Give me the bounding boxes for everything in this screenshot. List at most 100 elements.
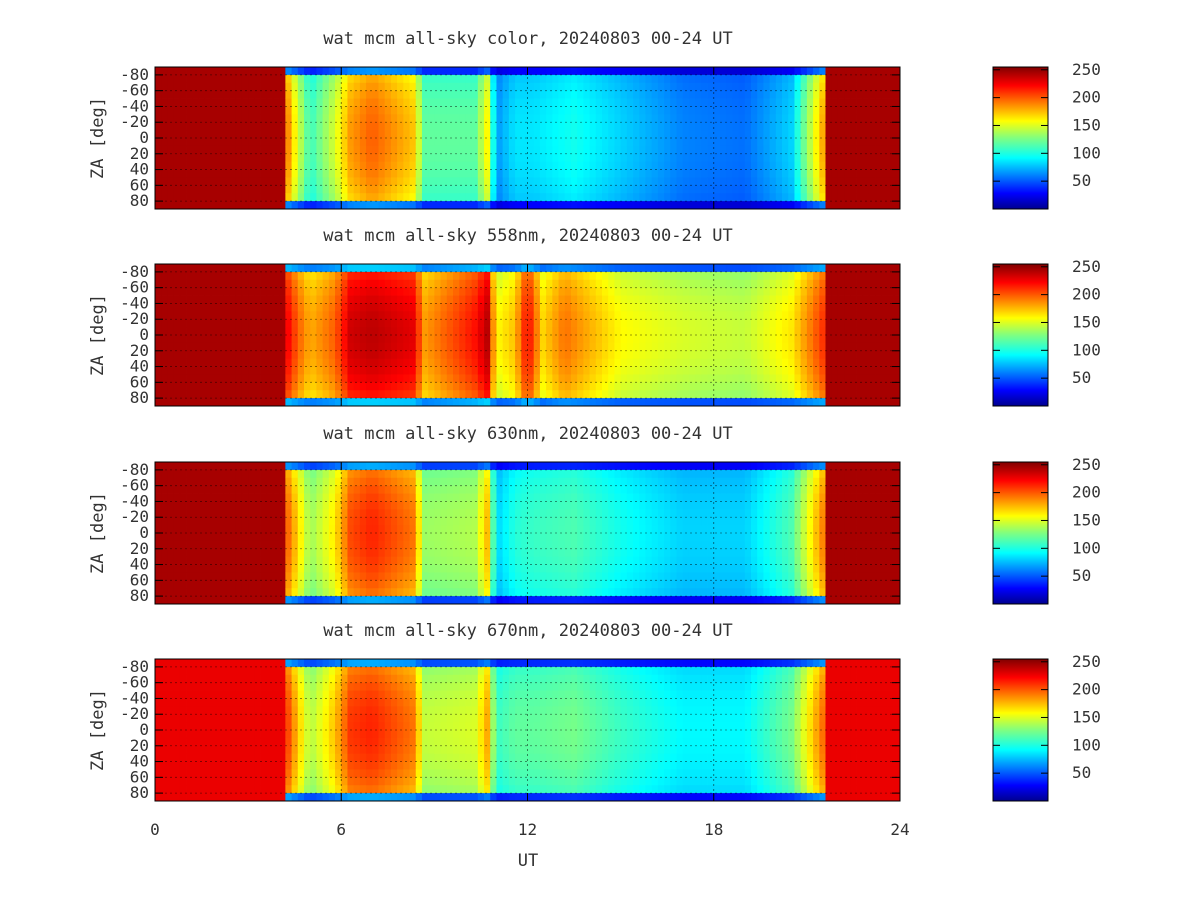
heatmap-cell	[322, 509, 330, 518]
heatmap-cell	[645, 366, 653, 375]
heatmap-cell	[440, 271, 448, 281]
heatmap-cell	[676, 279, 684, 289]
heatmap-cell	[241, 477, 249, 487]
heatmap-cell	[558, 114, 566, 123]
heatmap-cell	[453, 177, 460, 186]
heatmap-cell	[539, 177, 547, 186]
heatmap-cell	[732, 303, 739, 312]
heatmap-cell	[297, 327, 305, 336]
heatmap-cell	[471, 287, 479, 296]
heatmap-cell	[266, 548, 274, 558]
heatmap-cell	[291, 106, 299, 115]
heatmap-cell	[291, 130, 299, 139]
heatmap-cell	[707, 264, 715, 273]
heatmap-cell	[390, 264, 398, 273]
heatmap-cell	[310, 106, 317, 115]
heatmap-cell	[328, 177, 336, 186]
y-tick-label: -80	[120, 65, 149, 84]
heatmap-cell	[831, 350, 839, 360]
heatmap-cell	[341, 264, 348, 273]
heatmap-cell	[316, 548, 324, 558]
heatmap-cell	[229, 287, 237, 296]
heatmap-cell	[726, 279, 733, 289]
heatmap-cell	[198, 169, 206, 178]
heatmap-cell	[235, 122, 243, 131]
heatmap-cell	[881, 319, 888, 328]
heatmap-cell	[155, 525, 162, 534]
heatmap-cell	[713, 327, 721, 336]
heatmap-cell	[713, 382, 721, 391]
heatmap-cell	[248, 82, 255, 92]
heatmap-cell	[602, 327, 609, 336]
heatmap-cell	[757, 98, 764, 107]
heatmap-cell	[378, 130, 386, 139]
heatmap-cell	[316, 303, 324, 312]
heatmap-cell	[415, 161, 423, 170]
heatmap-cell	[415, 327, 423, 336]
heatmap-cell	[769, 287, 777, 296]
heatmap-cell	[459, 90, 466, 99]
heatmap-cell	[291, 469, 299, 479]
heatmap-cell	[167, 201, 175, 210]
y-tick-label: 20	[130, 341, 149, 360]
heatmap-cell	[738, 295, 746, 304]
heatmap-cell	[713, 130, 721, 139]
heatmap-cell	[552, 287, 559, 296]
heatmap-cell	[366, 153, 373, 163]
heatmap-cell	[657, 303, 665, 312]
heatmap-cell	[726, 161, 733, 170]
heatmap-cell	[564, 114, 572, 123]
heatmap-cell	[614, 279, 622, 289]
heatmap-cell	[719, 287, 727, 296]
heatmap-cell	[558, 335, 566, 344]
heatmap-cell	[173, 509, 181, 518]
heatmap-cell	[204, 271, 212, 281]
heatmap-cell	[577, 374, 584, 383]
heatmap-cell	[484, 98, 491, 107]
heatmap-cell	[502, 271, 510, 281]
heatmap-cell	[192, 462, 199, 471]
heatmap-cell	[788, 177, 795, 186]
heatmap-cell	[583, 122, 590, 131]
heatmap-cell	[664, 342, 671, 352]
heatmap-cell	[546, 185, 553, 194]
heatmap-cell	[210, 138, 218, 147]
heatmap-cell	[421, 106, 429, 115]
heatmap-cell	[484, 335, 491, 344]
heatmap-cell	[533, 335, 541, 344]
heatmap-cell	[316, 350, 324, 360]
heatmap-cell	[155, 138, 162, 147]
heatmap-cell	[272, 485, 280, 494]
heatmap-cell	[316, 161, 324, 170]
heatmap-cell	[850, 74, 857, 84]
heatmap-cell	[421, 382, 429, 391]
heatmap-cell	[490, 74, 497, 84]
heatmap-cell	[738, 106, 746, 115]
heatmap-cell	[825, 177, 833, 186]
heatmap-cell	[421, 264, 429, 273]
heatmap-cell	[378, 82, 386, 92]
heatmap-cell	[744, 390, 752, 399]
heatmap-cell	[291, 122, 299, 131]
heatmap-cell	[465, 67, 473, 76]
heatmap-cell	[782, 358, 789, 367]
heatmap-cell	[316, 67, 324, 76]
heatmap-cell	[813, 319, 820, 328]
heatmap-cell	[161, 588, 168, 597]
colorbar-gradient	[992, 66, 1049, 210]
heatmap-cell	[186, 82, 193, 92]
heatmap-cell	[359, 90, 367, 99]
heatmap-cell	[887, 201, 895, 210]
heatmap-cell	[155, 548, 162, 558]
heatmap-cell	[875, 98, 882, 107]
heatmap-cell	[359, 382, 367, 391]
heatmap-cell	[229, 90, 237, 99]
heatmap-cell	[353, 90, 361, 99]
heatmap-cell	[198, 74, 206, 84]
heatmap-cell	[421, 145, 429, 155]
heatmap-cell	[775, 74, 783, 84]
heatmap-cell	[241, 74, 249, 84]
heatmap-cell	[701, 342, 708, 352]
heatmap-cell	[813, 201, 820, 210]
heatmap-cell	[819, 303, 826, 312]
